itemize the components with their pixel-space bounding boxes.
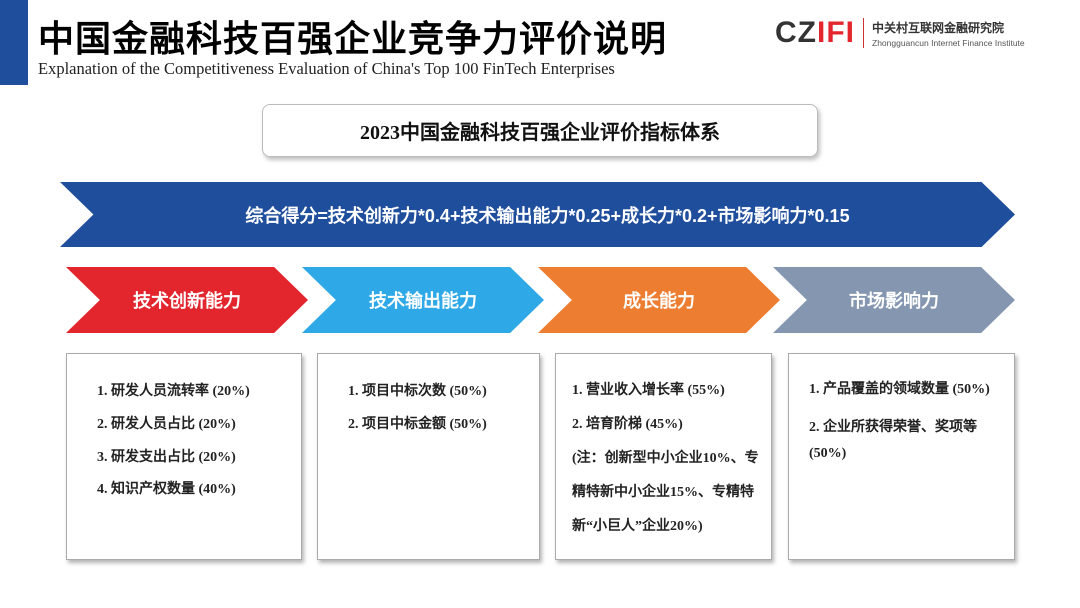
card-tech-output: 1. 项目中标次数 (50%) 2. 项目中标金额 (50%) (317, 353, 540, 560)
list-item: 1. 项目中标次数 (50%) (348, 384, 487, 399)
page-subtitle: Explanation of the Competitiveness Evalu… (38, 59, 615, 78)
note: (注：创新型中小企业10%、专精特新中小企业15%、专精特新“小巨人”企业20%… (572, 451, 759, 534)
chevron-growth: 成长能力 (538, 267, 780, 333)
list-item: 3. 研发支出占比 (20%) (97, 449, 236, 465)
logo-name-en: Zhongguancun Internet Finance Institute (872, 37, 1025, 48)
logo-divider (863, 18, 864, 48)
chevron-tech-output: 技术输出能力 (302, 267, 544, 333)
list-item: 2. 项目中标金额 (50%) (348, 416, 487, 432)
list-item: 1. 产品覆盖的领域数量 (50%) (809, 382, 990, 397)
logo: CZIFI 中关村互联网金融研究院 Zhongguancun Internet … (775, 16, 1025, 50)
list-item: 4. 知识产权数量 (40%) (97, 482, 236, 498)
accent-bar (0, 0, 28, 85)
list-item: 2. 培育阶梯 (45%) (572, 417, 683, 432)
formula-arrow: 综合得分=技术创新力*0.4+技术输出能力*0.25+成长力*0.2+市场影响力… (60, 182, 1015, 247)
list-item: 1. 营业收入增长率 (55%) (572, 383, 725, 398)
list-item: 2. 企业所获得荣誉、奖项等 (50%) (809, 419, 977, 461)
chevron-tech-innovation: 技术创新能力 (66, 267, 308, 333)
page-title: 中国金融科技百强企业竞争力评价说明 (38, 18, 668, 59)
card-market-influence: 1. 产品覆盖的领域数量 (50%) 2. 企业所获得荣誉、奖项等 (50%) (788, 353, 1015, 560)
chevron-market-influence: 市场影响力 (773, 267, 1015, 333)
list-item: 2. 研发人员占比 (20%) (97, 416, 236, 432)
card-tech-innovation: 1. 研发人员流转率 (20%) 2. 研发人员占比 (20%) 3. 研发支出… (66, 353, 302, 560)
list-item: 1. 研发人员流转率 (20%) (97, 384, 250, 399)
card-growth: 1. 营业收入增长率 (55%) 2. 培育阶梯 (45%) (注：创新型中小企… (555, 353, 772, 560)
formula-text: 综合得分=技术创新力*0.4+技术输出能力*0.25+成长力*0.2+市场影响力… (245, 205, 850, 226)
system-title: 2023中国金融科技百强企业评价指标体系 (262, 104, 818, 157)
logo-name-cn: 中关村互联网金融研究院 (872, 20, 1005, 35)
logo-mark: CZIFI (775, 16, 855, 49)
